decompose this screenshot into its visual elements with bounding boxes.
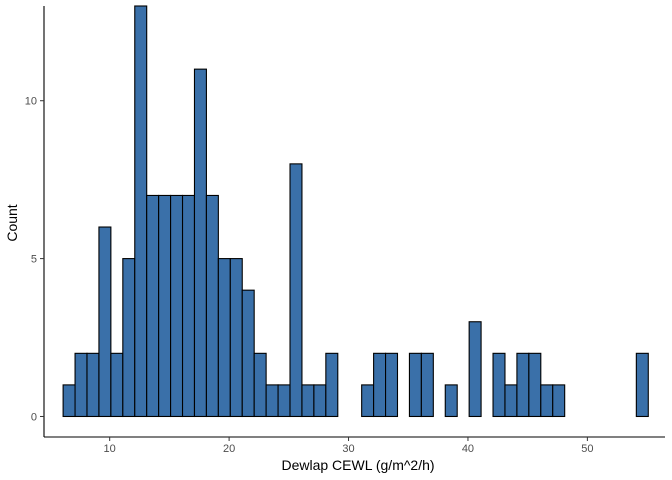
histogram-bar	[98, 226, 112, 418]
histogram-bar	[86, 352, 100, 418]
histogram-bar	[361, 384, 375, 418]
histogram-bar	[253, 352, 267, 418]
histogram-bar	[492, 352, 506, 418]
y-tick-label: 0	[31, 411, 37, 423]
histogram-bar	[540, 384, 554, 418]
histogram-bar	[468, 321, 482, 418]
histogram-bar	[384, 352, 399, 418]
histogram-bar	[193, 68, 207, 418]
x-tick-label: 20	[223, 443, 235, 455]
histogram-bar	[134, 5, 148, 418]
histogram-bar	[158, 194, 172, 418]
histogram-bar	[635, 352, 649, 418]
y-tick-label: 5	[31, 254, 37, 266]
histogram-bar	[420, 352, 434, 418]
y-tick-label: 10	[25, 96, 37, 108]
histogram-bars	[62, 5, 649, 418]
histogram-bar	[504, 384, 518, 418]
histogram-bar	[181, 194, 196, 418]
histogram-bar	[313, 384, 327, 418]
x-tick-label: 40	[462, 443, 474, 455]
histogram-bar	[110, 352, 124, 418]
histogram-bar	[122, 258, 136, 418]
histogram-bar	[301, 384, 315, 418]
histogram-bar	[289, 163, 303, 418]
histogram-bar	[217, 258, 231, 418]
histogram-bar	[241, 289, 255, 418]
histogram-bar	[74, 352, 88, 418]
histogram-bar	[444, 384, 458, 418]
histogram-bar	[325, 352, 339, 418]
x-tick-label: 30	[342, 443, 354, 455]
histogram-bar	[62, 384, 76, 418]
histogram-bar	[229, 258, 243, 418]
x-tick-label: 50	[581, 443, 593, 455]
histogram-bar	[265, 384, 279, 418]
y-axis-title: Count	[4, 204, 20, 241]
histogram-bar	[205, 194, 219, 418]
histogram-bar	[408, 352, 422, 418]
histogram-bar	[170, 194, 184, 418]
x-axis-title: Dewlap CEWL (g/m^2/h)	[281, 457, 434, 473]
histogram-bar	[552, 384, 566, 418]
y-axis-ticks: 0 5 10	[25, 96, 44, 423]
histogram-bar	[277, 384, 291, 418]
histogram-bar	[516, 352, 530, 418]
x-axis-ticks: 10 20 30 40 50	[104, 437, 594, 455]
histogram-bar	[146, 194, 160, 418]
histogram-bar	[528, 352, 542, 418]
x-tick-label: 10	[104, 443, 116, 455]
histogram-bar	[373, 352, 387, 418]
